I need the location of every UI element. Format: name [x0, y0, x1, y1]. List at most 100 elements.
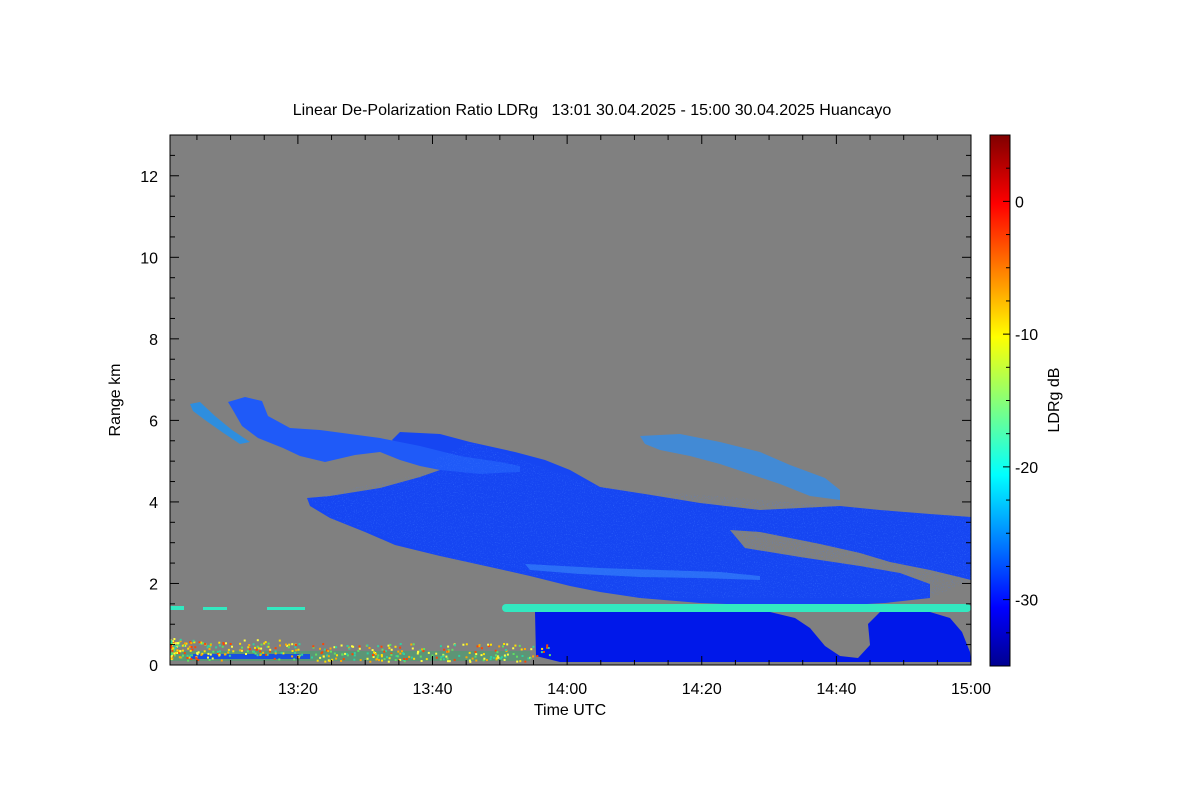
noise-dot — [246, 650, 249, 653]
noise-dot — [357, 649, 360, 652]
noise-dot — [447, 650, 450, 653]
noise-dot — [295, 649, 298, 652]
noise-dot — [173, 654, 176, 657]
noise-dot — [478, 645, 481, 648]
noise-dot — [328, 659, 331, 662]
noise-dot — [192, 639, 195, 642]
noise-dot — [353, 652, 356, 655]
noise-dot — [245, 653, 247, 655]
noise-dot — [254, 652, 257, 655]
noise-dot — [547, 647, 550, 649]
colorbar-axis: 0 -10 -20 -30 — [1003, 134, 1038, 667]
near-surface-noise-blue — [190, 654, 310, 659]
noise-dot — [287, 646, 290, 649]
noise-dot — [329, 647, 332, 650]
noise-dot — [222, 643, 225, 646]
noise-dot — [503, 643, 506, 645]
noise-dot — [327, 650, 330, 653]
noise-dot — [194, 656, 197, 659]
noise-dot — [506, 653, 509, 656]
low-level-echo-mid — [203, 607, 227, 610]
noise-dot — [204, 642, 207, 645]
noise-dot — [453, 658, 456, 661]
thin-cirrus-band — [640, 434, 840, 500]
noise-dot — [315, 653, 318, 656]
noise-dot — [492, 656, 495, 659]
noise-dot — [540, 651, 543, 654]
noise-dot — [188, 656, 191, 659]
noise-dot — [390, 648, 393, 651]
noise-dot — [312, 646, 315, 649]
y-tick-label: 12 — [140, 169, 158, 186]
noise-dot — [422, 650, 425, 653]
y-tick-label: 2 — [149, 576, 158, 593]
noise-dot — [351, 645, 353, 648]
noise-dot — [516, 655, 518, 658]
noise-dot — [523, 648, 526, 650]
noise-dot — [291, 643, 294, 646]
noise-dot — [227, 648, 230, 651]
noise-dot — [330, 650, 332, 653]
noise-dot — [327, 655, 330, 658]
noise-dot — [199, 642, 202, 645]
noise-dot — [256, 654, 259, 657]
noise-dot — [174, 642, 177, 645]
noise-dot — [505, 649, 507, 651]
noise-dot — [218, 644, 221, 647]
noise-dot — [380, 655, 383, 658]
noise-dot — [541, 647, 544, 650]
noise-dot — [440, 656, 443, 659]
noise-dot — [178, 656, 181, 659]
noise-dot — [278, 658, 281, 661]
noise-dot — [179, 650, 182, 653]
noise-dot — [206, 646, 209, 649]
noise-dot — [384, 650, 387, 652]
noise-dot — [358, 647, 361, 650]
noise-dot — [173, 649, 176, 652]
noise-dot — [266, 645, 269, 648]
colorbar-tick-label: -30 — [1015, 593, 1038, 610]
noise-dot — [475, 659, 478, 662]
noise-dot — [181, 649, 184, 652]
noise-dot — [410, 656, 413, 659]
noise-dot — [468, 659, 471, 662]
noise-dot — [374, 653, 377, 656]
noise-dot — [503, 654, 506, 657]
noise-dot — [267, 645, 270, 648]
x-tick-label: 14:40 — [816, 681, 856, 698]
noise-dot — [187, 659, 190, 662]
noise-dot — [518, 644, 521, 647]
colorbar-tick-label: -10 — [1015, 327, 1038, 344]
noise-dot — [399, 658, 402, 661]
noise-dot — [487, 645, 490, 648]
noise-dot — [368, 647, 371, 649]
noise-dot — [291, 655, 294, 658]
noise-dot — [189, 649, 192, 652]
x-tick-label: 15:00 — [951, 681, 991, 698]
near-surface-noise-dots — [170, 638, 551, 663]
noise-dot — [178, 652, 181, 654]
noise-dot — [264, 641, 267, 644]
noise-dot — [266, 653, 269, 656]
noise-dot — [417, 650, 419, 653]
noise-dot — [381, 648, 384, 651]
noise-dot — [524, 660, 527, 663]
noise-dot — [218, 650, 221, 653]
noise-dot — [435, 652, 438, 655]
noise-dot — [301, 653, 304, 656]
noise-dot — [502, 645, 504, 648]
noise-dot — [280, 652, 283, 655]
noise-dot — [403, 653, 405, 655]
noise-dot — [288, 643, 291, 646]
noise-dot — [173, 647, 176, 650]
noise-dot — [442, 658, 445, 661]
noise-dot — [207, 656, 209, 659]
noise-dot — [420, 660, 423, 662]
noise-dot — [229, 643, 232, 645]
noise-dot — [506, 643, 509, 646]
y-tick-label: 10 — [140, 250, 158, 267]
noise-dot — [416, 652, 419, 655]
noise-dot — [335, 646, 338, 649]
noise-dot — [170, 643, 173, 645]
noise-dot — [542, 650, 545, 653]
